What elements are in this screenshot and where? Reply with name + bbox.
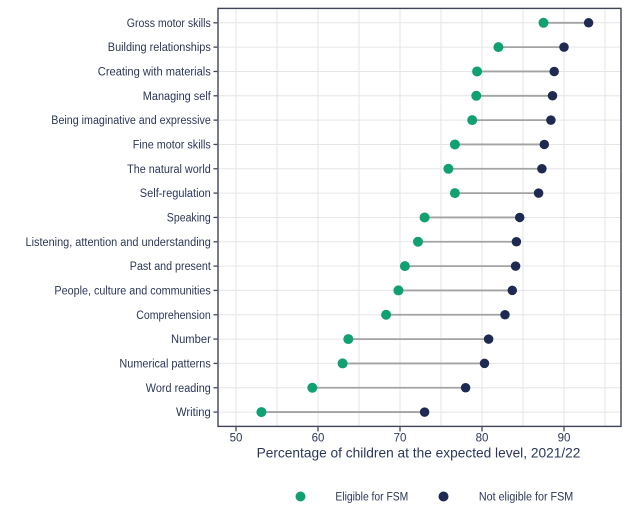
svg-text:70: 70 [394,433,407,445]
svg-text:Numerical patterns: Numerical patterns [119,359,211,371]
svg-text:Word reading: Word reading [146,383,211,395]
svg-text:80: 80 [476,433,489,445]
svg-text:Fine motor skills: Fine motor skills [133,140,211,152]
svg-text:Past and present: Past and present [130,261,212,273]
svg-text:Speaking: Speaking [167,213,211,225]
svg-text:Being imaginative and expressi: Being imaginative and expressive [51,115,211,127]
svg-text:The natural world: The natural world [127,164,211,176]
svg-text:Building relationships: Building relationships [108,42,211,54]
svg-text:60: 60 [312,433,325,445]
svg-text:People, culture and communitie: People, culture and communities [54,286,211,298]
svg-text:Gross motor skills: Gross motor skills [127,18,211,30]
svg-text:Percentage of children at the: Percentage of children at the expected l… [257,444,581,460]
svg-text:90: 90 [558,433,571,445]
svg-text:Self-regulation: Self-regulation [140,188,211,200]
svg-text:Number: Number [171,334,211,346]
svg-text:Not eligible for FSM: Not eligible for FSM [479,491,573,503]
svg-text:Writing: Writing [176,407,211,419]
svg-text:Listening, attention and under: Listening, attention and understanding [26,237,211,249]
svg-text:Eligible for FSM: Eligible for FSM [335,491,408,503]
svg-text:50: 50 [230,433,243,445]
svg-text:Creating with materials: Creating with materials [98,67,211,79]
svg-text:Managing self: Managing self [143,91,212,103]
svg-text:Comprehension: Comprehension [136,310,211,322]
